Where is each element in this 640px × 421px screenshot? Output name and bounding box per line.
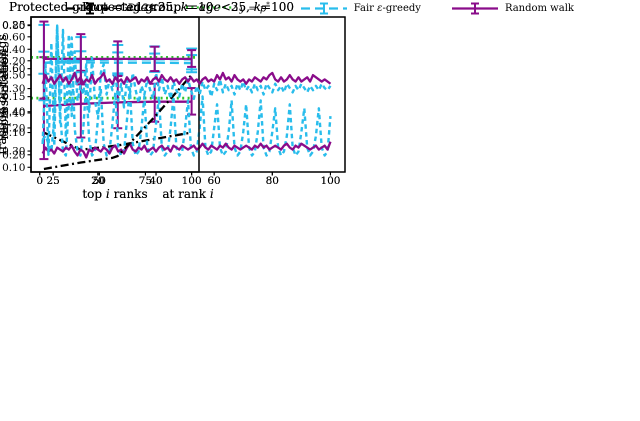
x-tick-label: 50 bbox=[93, 175, 106, 187]
x-tick-label: 60 bbox=[207, 175, 220, 187]
subplot-top-right: Protected group = age<25, k=100 0 20 40 60 80… bbox=[0, 0, 348, 202]
chart-fraction-age35: Protected group = age<35, k=100 0 20 40 60 80… bbox=[0, 0, 346, 201]
x-tick-label: 25 bbox=[46, 175, 59, 187]
y-tick-label: 0.50 bbox=[2, 69, 25, 81]
plot-legend: GDL21 y = p* Fair ε-greedy Random walk bbox=[0, 0, 640, 16]
series-fair bbox=[41, 24, 332, 157]
y-tick-label: 0.40 bbox=[2, 106, 25, 118]
x-tick-label: 0 bbox=[36, 175, 43, 187]
legend-line-sample-fair bbox=[300, 2, 347, 14]
chart-title: Protected group = age<35, k=100 bbox=[82, 0, 294, 14]
y-tick-label: 0.30 bbox=[2, 83, 25, 95]
legend-label-p_star: y = p* bbox=[239, 1, 270, 15]
chart-fraction-age25: Protected group = age<25, k=100 0 20 40 60 80… bbox=[0, 0, 346, 201]
y-tick-label: 0.40 bbox=[2, 44, 25, 56]
x-tick-label: 75 bbox=[139, 175, 152, 187]
x-tick-label: 100 bbox=[182, 175, 202, 187]
x-tick-label: 100 bbox=[320, 175, 340, 187]
y-tick-label: 0.60 bbox=[2, 63, 25, 75]
y-tick-label: 0.80 bbox=[2, 20, 25, 32]
subplot-bottom-right: Protected group = age<35, k=100 0 20 40 60 80… bbox=[0, 0, 348, 204]
series-random_walk bbox=[41, 141, 332, 159]
y-tick-label: 0.40 bbox=[2, 107, 25, 119]
y-tick-label: 0.30 bbox=[2, 146, 25, 158]
y-tick-label: 0.20 bbox=[2, 149, 25, 161]
x-tick-label: 60 bbox=[207, 175, 220, 187]
series-fair bbox=[41, 24, 332, 156]
y-axis-label: representation bbox=[0, 49, 11, 139]
legend-line-sample-p_star bbox=[186, 6, 233, 10]
x-tick-label: 0 bbox=[36, 175, 43, 187]
y-axis-label: fraction of rankings bbox=[0, 34, 9, 154]
x-axis-label: at rank i bbox=[162, 187, 214, 201]
x-tick-label: 20 bbox=[91, 175, 104, 187]
series-random_walk bbox=[41, 71, 332, 85]
chart-title: Protected group = age<25, k=100 bbox=[82, 0, 294, 14]
axes-box bbox=[30, 16, 346, 173]
y-tick-label: 0.60 bbox=[2, 31, 25, 43]
chart-representation-age35: Protected group = age<35, k=100 25 50 75 100… bbox=[0, 0, 212, 201]
y-tick-label: 0.10 bbox=[2, 162, 25, 174]
x-tick-label: 80 bbox=[266, 175, 279, 187]
x-axis-label: top i ranks bbox=[82, 187, 147, 201]
x-axis-label: top i ranks bbox=[82, 187, 147, 201]
chart-title: Protected group = age<25, k=100 bbox=[9, 0, 212, 14]
y-tick-label: 0.15 bbox=[2, 91, 25, 103]
x-axis-label: at rank i bbox=[162, 187, 214, 201]
chart-title: Protected group = age<35, k=100 bbox=[9, 0, 212, 14]
legend-label-fair: Fair ε-greedy bbox=[353, 2, 421, 14]
series-gdl21 bbox=[43, 74, 193, 171]
x-tick-label: 40 bbox=[149, 175, 162, 187]
x-tick-label: 100 bbox=[182, 175, 202, 187]
x-tick-label: 50 bbox=[93, 175, 106, 187]
x-tick-label: 25 bbox=[46, 175, 59, 187]
legend-line-sample-random_walk bbox=[451, 2, 498, 14]
legend-line-sample-gdl21 bbox=[67, 2, 114, 14]
x-tick-label: 100 bbox=[320, 175, 340, 187]
x-tick-label: 80 bbox=[266, 175, 279, 187]
legend-label-gdl21: GDL21 bbox=[120, 2, 156, 14]
y-tick-label: 0.10 bbox=[2, 127, 25, 139]
y-axis-label: fraction of rankings bbox=[0, 34, 9, 154]
x-tick-label: 40 bbox=[149, 175, 162, 187]
x-tick-label: 20 bbox=[91, 175, 104, 187]
legend-item-p_star: y = p* bbox=[185, 1, 270, 15]
legend-label-random_walk: Random walk bbox=[504, 2, 574, 14]
subplot-bottom-left: Protected group = age<35, k=100 25 50 75 100… bbox=[0, 0, 212, 204]
y-tick-label: 0.20 bbox=[2, 122, 25, 134]
y-tick-label: 0.25 bbox=[2, 19, 25, 31]
legend-item-random_walk: Random walk bbox=[451, 2, 574, 15]
legend-item-gdl21: GDL21 bbox=[66, 2, 155, 15]
legend-item-fair: Fair ε-greedy bbox=[300, 2, 421, 15]
y-axis-label: representation bbox=[0, 49, 11, 139]
x-tick-label: 75 bbox=[139, 175, 152, 187]
y-tick-label: 0.20 bbox=[2, 55, 25, 67]
